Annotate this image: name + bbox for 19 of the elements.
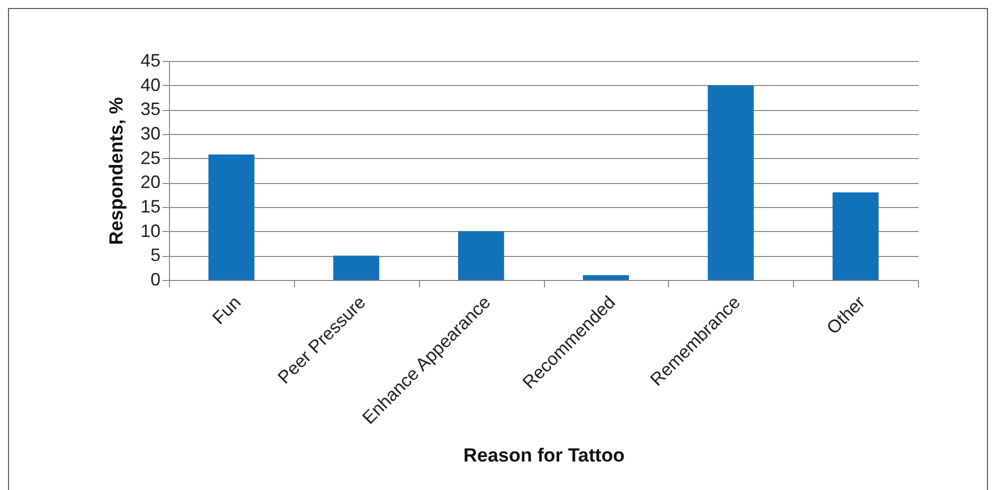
y-tick-label: 40: [140, 74, 160, 95]
y-tick-label: 5: [150, 245, 160, 266]
y-tick-label: 35: [140, 99, 160, 120]
x-tick-label: Fun: [208, 292, 245, 328]
y-axis-title: Respondents, %: [106, 97, 128, 245]
y-tick-label: 30: [140, 124, 160, 144]
bar: [582, 275, 629, 280]
bar: [708, 85, 754, 280]
y-tick-label: 0: [150, 270, 160, 290]
y-tick-label: 10: [140, 220, 160, 241]
y-tick-label: 20: [140, 172, 160, 192]
bar: [458, 231, 504, 280]
y-tick-label: 15: [140, 196, 160, 216]
bar: [208, 154, 254, 280]
y-tick-label: 25: [140, 148, 160, 168]
y-tick-label: 45: [140, 50, 160, 70]
x-axis-title: Reason for Tattoo: [463, 446, 625, 467]
bar: [333, 256, 380, 280]
bar: [832, 192, 879, 280]
